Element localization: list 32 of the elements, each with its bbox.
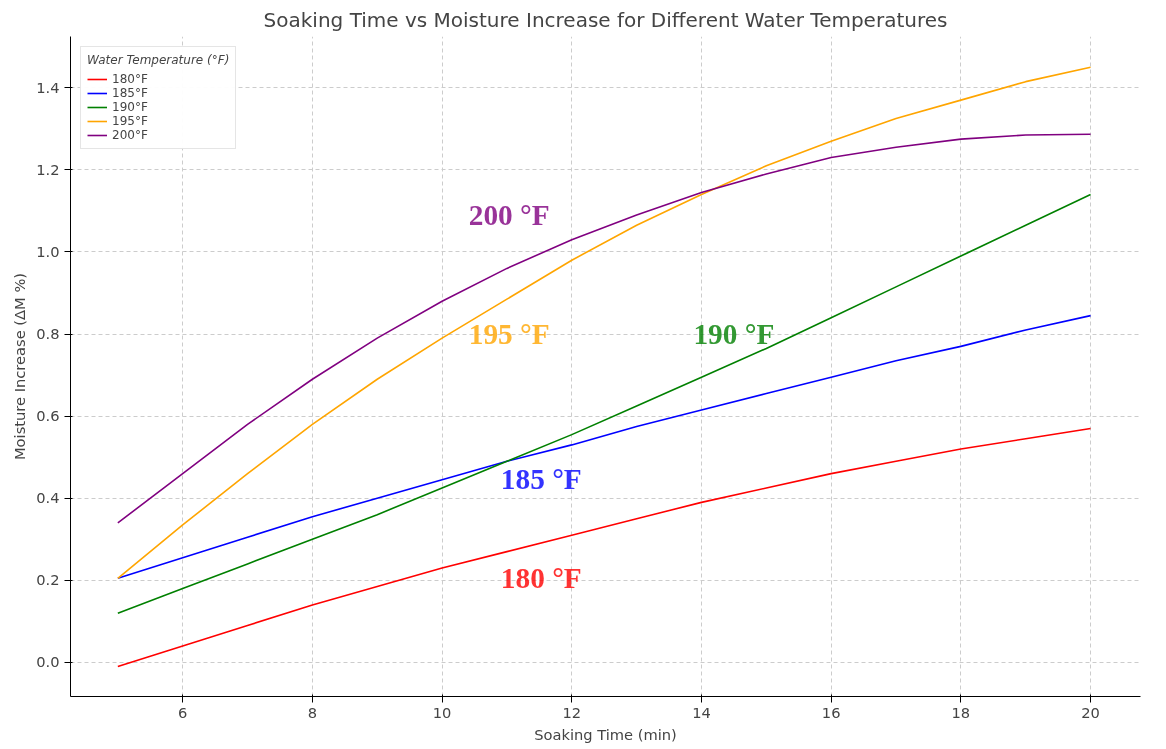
y-tick-label: 1.4 (36, 78, 60, 96)
y-tick-label: 1.2 (36, 160, 60, 178)
legend-title: Water Temperature (°F) (87, 53, 230, 67)
y-tick-label: 0.8 (36, 325, 60, 343)
x-tick-label: 20 (1081, 703, 1100, 721)
annotation: 190 °F (693, 317, 775, 350)
y-tick-label: 0.2 (36, 571, 60, 589)
line-series (117, 193, 1092, 614)
x-tick-label: 8 (307, 703, 318, 721)
x-tick-label: 6 (178, 703, 188, 721)
y-tick-label: 0.0 (36, 653, 60, 671)
y-tick-label: 1.0 (36, 242, 60, 260)
x-tick-label: 14 (692, 703, 711, 721)
line-series (117, 427, 1092, 668)
chart-title: Soaking Time vs Moisture Increase for Different Water Temperatures (263, 7, 948, 32)
legend-label: 195°F (112, 114, 148, 128)
annotation: 185 °F (500, 462, 582, 495)
legend-label: 200°F (112, 128, 148, 142)
x-tick-label: 10 (432, 703, 452, 721)
y-axis-title: Moisture Increase (ΔM %) (11, 272, 29, 461)
legend-label: 180°F (112, 72, 148, 86)
legend-label: 190°F (112, 100, 148, 114)
annotation: 200 °F (468, 198, 550, 231)
y-tick-label: 0.6 (36, 407, 60, 425)
annotation: 180 °F (500, 561, 582, 594)
x-axis-title: Soaking Time (min) (534, 725, 677, 743)
x-tick-label: 12 (562, 703, 582, 721)
annotation: 195 °F (468, 317, 550, 350)
x-tick-label: 16 (821, 703, 841, 721)
x-tick-label: 18 (951, 703, 971, 721)
y-tick-label: 0.4 (36, 489, 60, 507)
legend-label: 185°F (112, 86, 148, 100)
